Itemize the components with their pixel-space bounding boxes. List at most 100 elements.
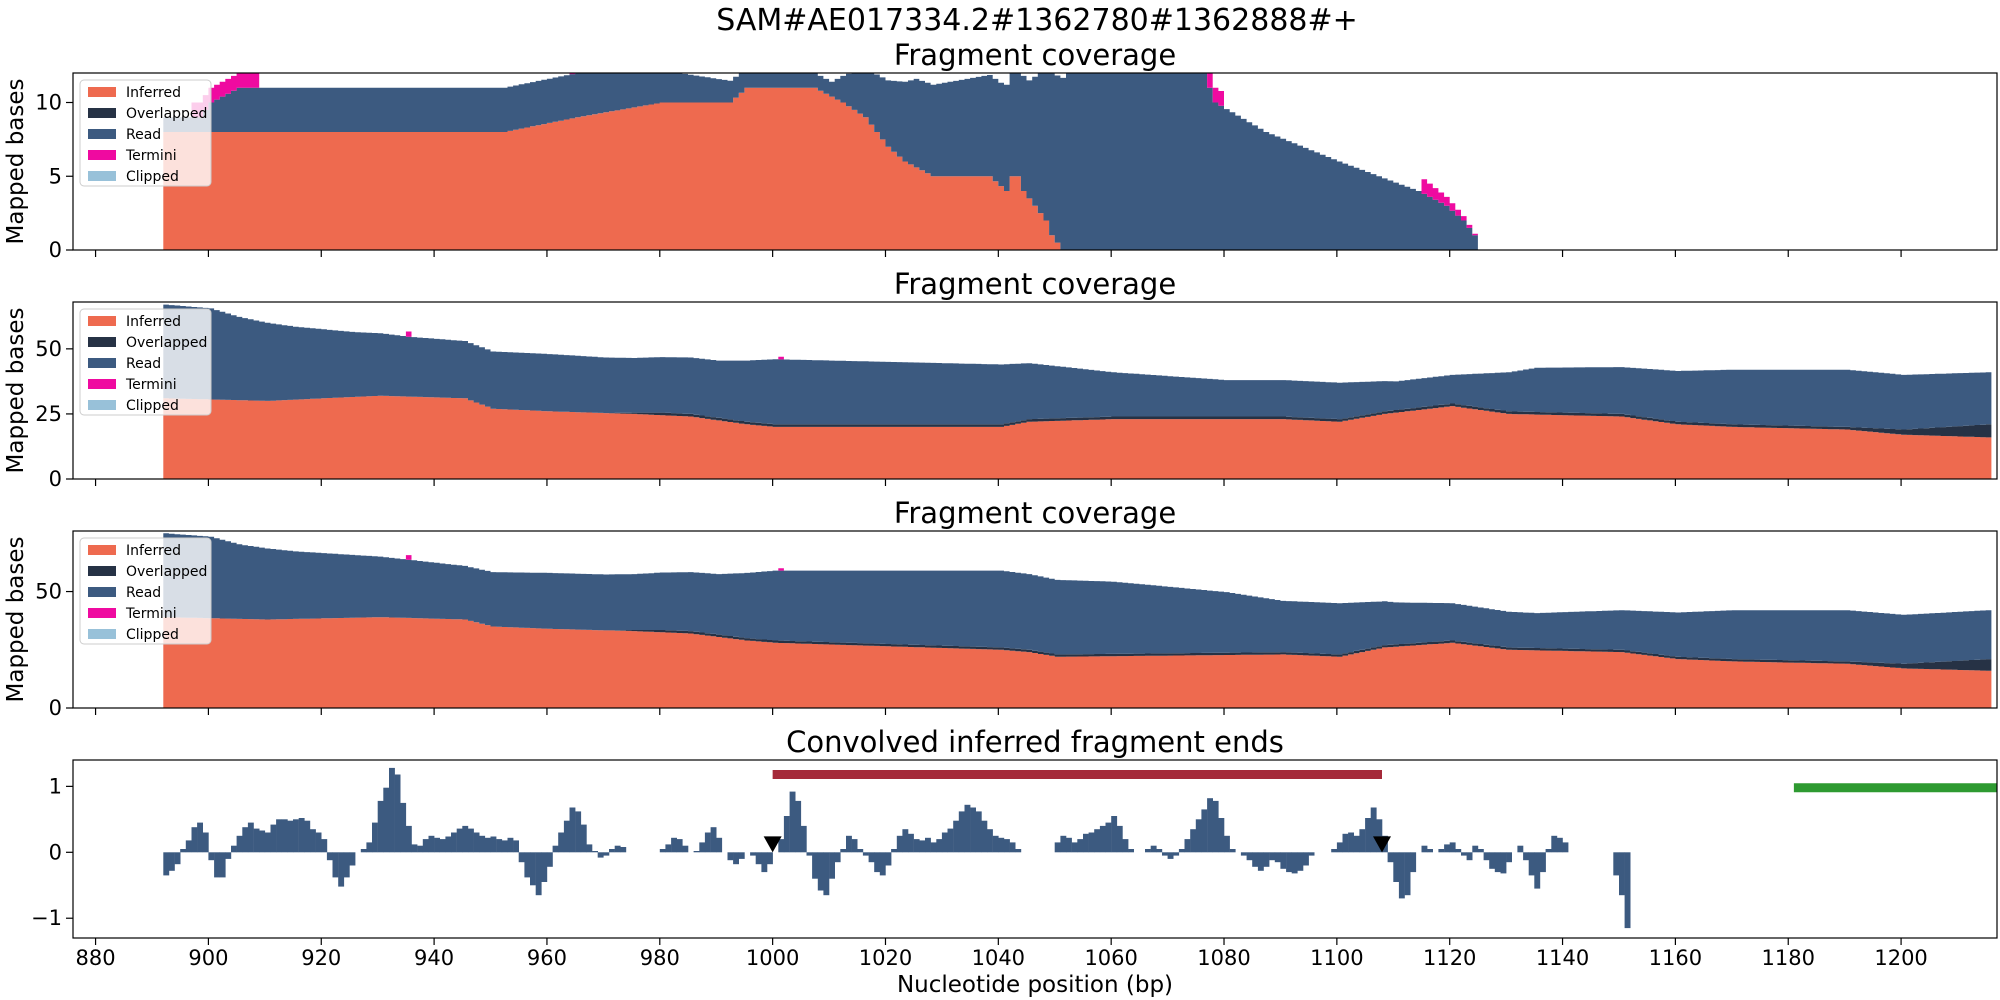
bar (671, 837, 677, 853)
legend: Inferred Overlapped Read Termini Clipped (79, 308, 212, 416)
bar (834, 852, 841, 863)
panel-3: Fragment coverage Mapped bases 0 50 Inferred… (3, 496, 1998, 720)
legend-swatch-termini (88, 608, 116, 618)
bar (473, 832, 480, 853)
bar (281, 819, 288, 853)
bar (941, 832, 948, 853)
bar (1517, 845, 1524, 853)
bar (958, 811, 965, 853)
bar (1466, 852, 1473, 861)
bar (321, 839, 328, 853)
bar (1207, 798, 1213, 853)
bar (168, 852, 175, 871)
bar (530, 852, 536, 886)
bar (276, 819, 282, 853)
bar (1060, 835, 1067, 853)
series-read (163, 73, 1484, 250)
bar (208, 852, 215, 861)
x-tick-label: 1160 (1649, 946, 1702, 970)
legend-swatch-inferred (88, 87, 116, 97)
y-tick-label: 0 (49, 840, 62, 864)
bar (524, 852, 531, 878)
bar (936, 839, 943, 853)
bar (1404, 852, 1411, 896)
legend-swatch-overlapped (88, 108, 116, 118)
bar (1128, 849, 1134, 853)
legend-swatch-clipped (88, 400, 116, 410)
y-axis-label: Mapped bases (3, 307, 29, 473)
bar (1455, 849, 1462, 853)
x-tick-label: 960 (527, 946, 567, 970)
bar (964, 804, 971, 853)
axes-frame (72, 530, 1998, 709)
bar (1489, 852, 1496, 869)
bar (253, 828, 260, 853)
y-tick-label: 5 (49, 164, 62, 188)
bar (829, 852, 835, 879)
bar (1218, 818, 1225, 853)
bar (789, 791, 796, 853)
bar (389, 767, 395, 853)
bar (479, 835, 486, 853)
y-tick-label: −1 (31, 906, 62, 930)
bar (891, 849, 897, 853)
bar (874, 852, 881, 873)
bar (1387, 852, 1394, 863)
bar (919, 840, 926, 853)
bar (908, 833, 914, 853)
bar (236, 835, 243, 853)
plot-area (163, 304, 1992, 479)
bar (812, 852, 818, 879)
bar (1240, 852, 1247, 856)
bar (1342, 833, 1349, 853)
legend-swatch-inferred (88, 545, 116, 555)
bar (1613, 852, 1620, 876)
bar (349, 852, 356, 866)
axes-frame (72, 72, 1998, 251)
legend-label-overlapped: Overlapped (126, 335, 207, 351)
legend-label-read: Read (126, 127, 161, 143)
bar (428, 835, 435, 853)
marker-triangle-2 (1372, 836, 1391, 853)
legend-label-inferred: Inferred (126, 543, 181, 559)
bar (733, 852, 739, 865)
bar (1066, 837, 1072, 853)
bar (750, 852, 756, 856)
series-read (163, 304, 1992, 430)
panel-4: Convolved inferred fragment ends −1 0 1 880 9… (31, 725, 1998, 998)
plot-area (163, 767, 1997, 929)
bar (975, 811, 982, 853)
x-tick-label: 1020 (859, 946, 912, 970)
bar (501, 840, 508, 853)
axes-frame (72, 759, 1998, 939)
bar (338, 852, 345, 887)
x-tick-label: 1120 (1423, 946, 1476, 970)
bar (586, 844, 593, 853)
bar (597, 852, 604, 858)
bar (315, 832, 322, 853)
bar (1201, 809, 1208, 853)
series-read (163, 533, 1992, 664)
bar (1280, 852, 1287, 869)
bar (1303, 852, 1309, 866)
legend-label-inferred: Inferred (126, 314, 181, 330)
bar (925, 837, 931, 853)
bar (716, 837, 723, 853)
legend-label-overlapped: Overlapped (126, 106, 207, 122)
bar (202, 832, 209, 853)
x-tick-label: 1100 (1310, 946, 1363, 970)
bar (1438, 849, 1445, 853)
bar (1015, 849, 1022, 853)
x-tick-label: 980 (640, 946, 680, 970)
bar (953, 820, 960, 853)
y-axis-label: Mapped bases (3, 78, 29, 244)
x-tick-label: 940 (414, 946, 454, 970)
bar (456, 828, 463, 853)
bar (592, 851, 598, 853)
bar (1263, 852, 1270, 867)
legend-swatch-overlapped (88, 337, 116, 347)
marker-triangle-1 (763, 836, 782, 853)
x-tick-label: 1200 (1874, 946, 1927, 970)
bar (569, 807, 576, 853)
